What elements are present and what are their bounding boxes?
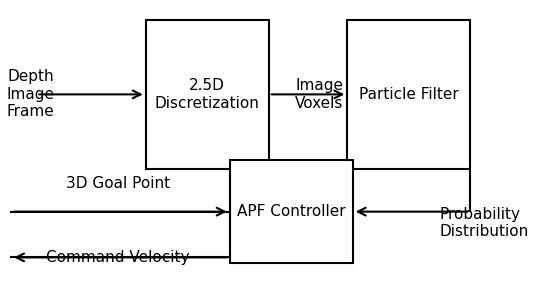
Text: Probability
Distribution: Probability Distribution — [440, 207, 529, 239]
Text: Particle Filter: Particle Filter — [359, 87, 459, 102]
Text: Image
Voxels: Image Voxels — [295, 78, 343, 111]
Text: APF Controller: APF Controller — [237, 204, 346, 219]
Text: Depth
Image
Frame: Depth Image Frame — [7, 69, 55, 119]
Text: 3D Goal Point: 3D Goal Point — [66, 176, 170, 190]
Text: 2.5D
Discretization: 2.5D Discretization — [155, 78, 260, 111]
Bar — [146, 20, 269, 169]
Text: Command Velocity: Command Velocity — [46, 250, 189, 265]
Bar — [230, 160, 353, 263]
Bar — [347, 20, 470, 169]
